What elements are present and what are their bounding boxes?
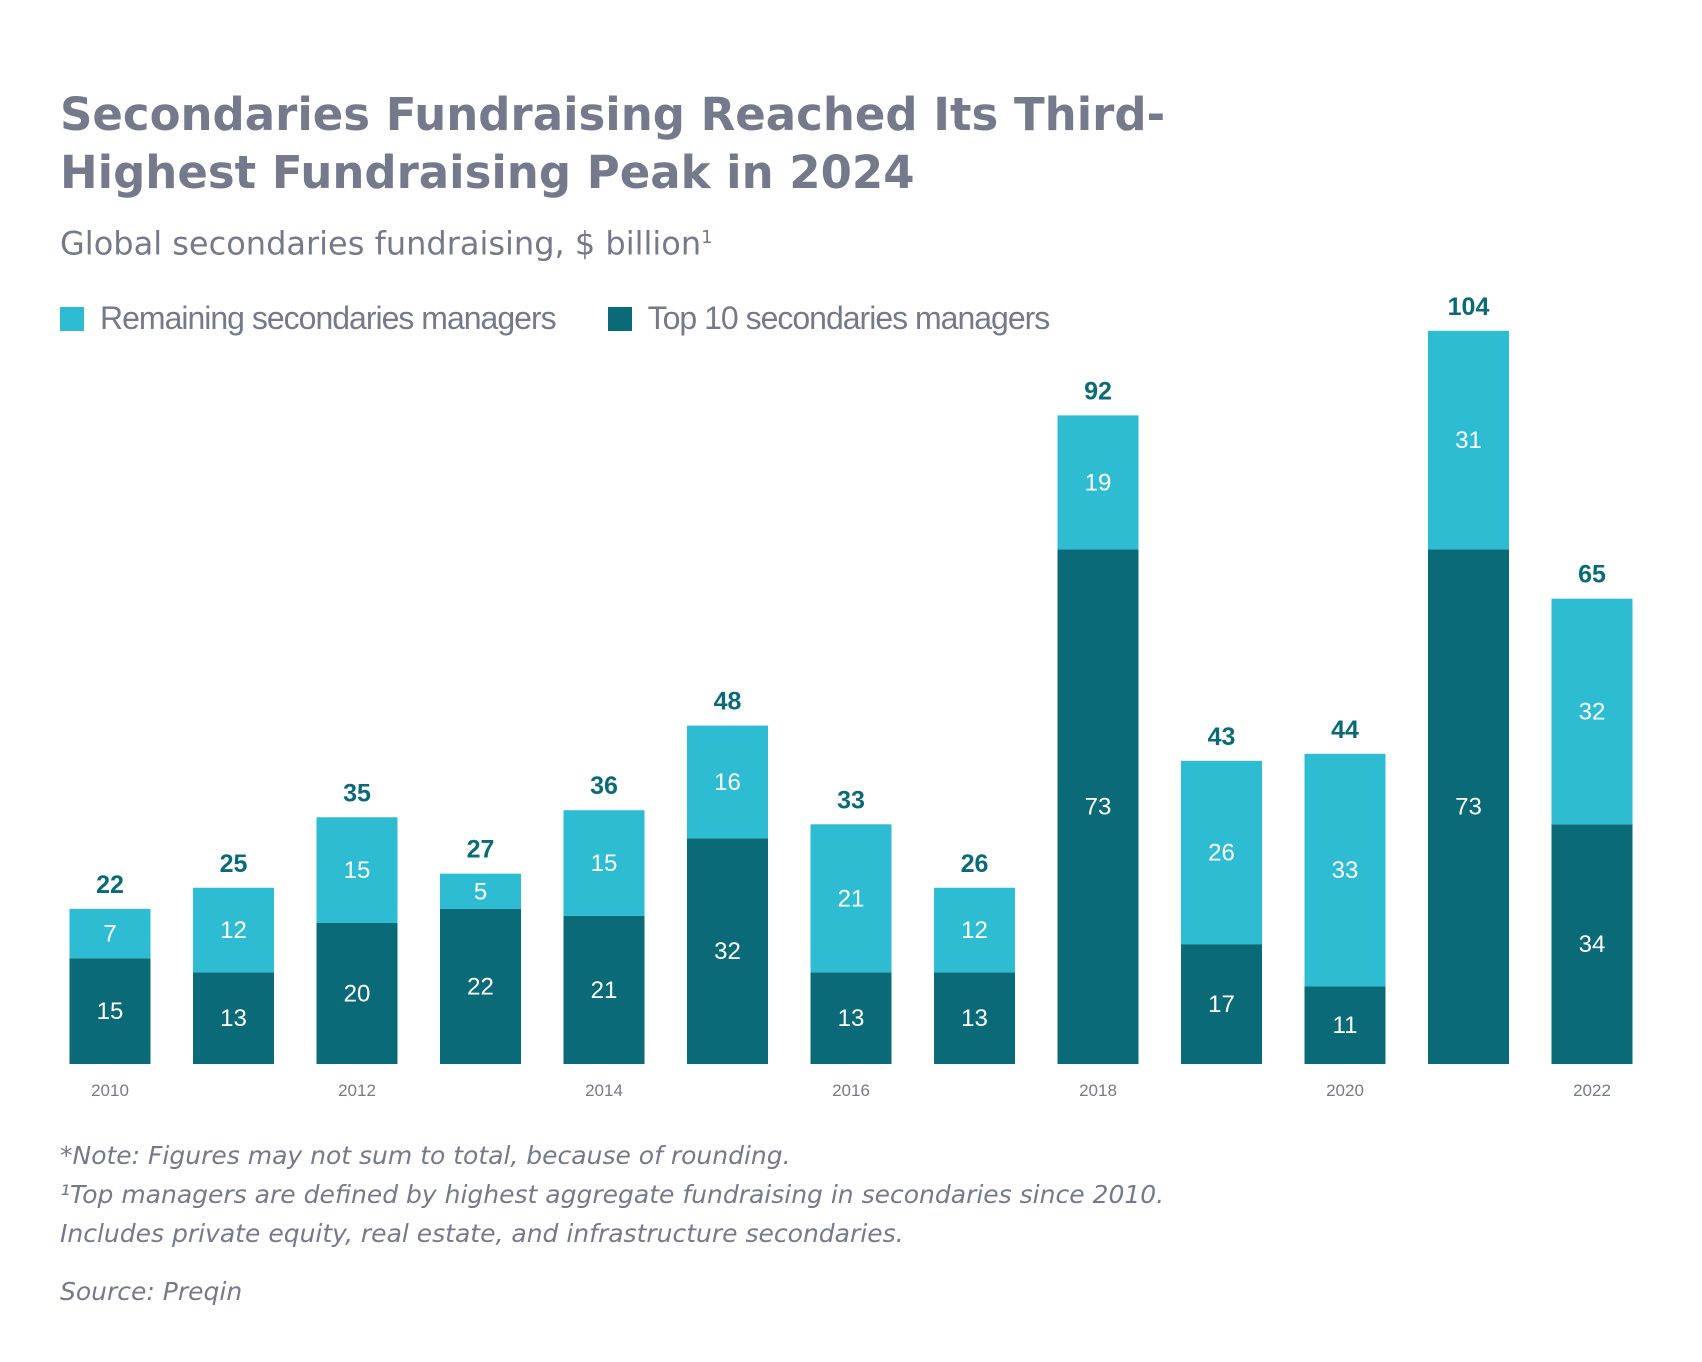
label-remaining-2019: 26	[1208, 840, 1235, 867]
label-remaining-2013: 5	[474, 878, 487, 905]
footnote-note: *Note: Figures may not sum to total, bec…	[60, 1141, 791, 1170]
label-total-2016: 33	[837, 786, 865, 814]
label-top10-2011: 13	[220, 1005, 247, 1032]
legend-label-top10: Top 10 secondaries managers	[647, 300, 1051, 336]
label-total-2010: 22	[96, 871, 124, 899]
bar-remaining-2011	[193, 887, 274, 973]
tick-label-2018: 2018	[1079, 1081, 1117, 1100]
chart-legend: Remaining secondaries managers Top 10 se…	[60, 300, 1101, 337]
bar-top10-2014	[563, 915, 645, 1064]
label-remaining-2015: 16	[714, 769, 741, 796]
label-top10-2019: 17	[1208, 991, 1235, 1018]
bar-top10-2019	[1181, 944, 1262, 1064]
label-remaining-2021: 31	[1455, 427, 1482, 454]
bar-top10-2022	[1551, 824, 1633, 1064]
label-total-2019: 43	[1208, 723, 1236, 751]
bar-top10-2021	[1428, 549, 1509, 1064]
footnote-line-1: ¹Top managers are defined by highest agg…	[60, 1180, 1165, 1209]
label-total-2020: 44	[1331, 716, 1359, 744]
label-remaining-2010: 7	[103, 921, 116, 948]
footnote-line-2: Includes private equity, real estate, an…	[60, 1219, 904, 1248]
tick-label-2020: 2020	[1326, 1081, 1364, 1100]
bar-remaining-2013	[440, 873, 521, 909]
legend-item-remaining: Remaining secondaries managers	[60, 300, 557, 337]
subtitle-text: Global secondaries fundraising, $ billio…	[60, 224, 702, 263]
tick-label-2022: 2022	[1573, 1081, 1611, 1100]
label-remaining-2012: 15	[344, 857, 371, 884]
source-note: Source: Preqin	[60, 1277, 243, 1306]
subtitle-footnote-mark: 1	[701, 227, 713, 248]
label-remaining-2016: 21	[838, 885, 865, 912]
bar-remaining-2022	[1551, 598, 1633, 825]
bar-top10-2010	[69, 958, 151, 1064]
bar-remaining-2021	[1428, 330, 1509, 550]
chart-subtitle: Global secondaries fundraising, $ billio…	[60, 218, 713, 264]
bar-top10-2015	[687, 838, 768, 1064]
label-total-2011: 25	[220, 850, 248, 878]
label-total-2021: 104	[1448, 293, 1490, 321]
label-remaining-2022: 32	[1579, 699, 1606, 726]
tick-label-2014: 2014	[585, 1081, 623, 1100]
bar-remaining-2018	[1057, 415, 1139, 550]
legend-label-remaining: Remaining secondaries managers	[100, 300, 557, 336]
label-remaining-2020: 33	[1332, 857, 1359, 884]
label-remaining-2011: 12	[220, 917, 247, 944]
bars-group: 15 7 22 13 12 25 20 15 35 22 5 27 21 15 36 32 16 48 13 21 33…	[69, 293, 1633, 1064]
label-total-2018: 92	[1084, 377, 1112, 405]
footnotes: *Note: Figures may not sum to total, bec…	[60, 1136, 1164, 1253]
label-top10-2020: 11	[1333, 1012, 1358, 1039]
bar-top10-2011	[193, 972, 274, 1064]
label-total-2014: 36	[590, 772, 618, 800]
legend-item-top10: Top 10 secondaries managers	[607, 300, 1051, 337]
bar-remaining-2010	[69, 908, 151, 959]
label-total-2013: 27	[467, 836, 495, 864]
label-top10-2014: 21	[591, 977, 618, 1004]
bar-remaining-2020	[1304, 753, 1386, 987]
x-axis-ticks: 2010 2012 2014 2016 2018 2020 2022	[91, 1081, 1611, 1100]
chart-title: Secondaries Fundraising Reached Its Thir…	[60, 88, 1166, 199]
bar-top10-2016	[810, 972, 892, 1064]
label-top10-2022: 34	[1579, 931, 1606, 958]
label-total-2017: 26	[961, 850, 989, 878]
bar-remaining-2019	[1181, 760, 1262, 945]
label-top10-2010: 15	[97, 998, 124, 1025]
bar-top10-2018	[1057, 549, 1139, 1064]
label-top10-2013: 22	[467, 973, 494, 1000]
label-total-2015: 48	[714, 688, 742, 716]
label-top10-2017: 13	[961, 1005, 988, 1032]
label-remaining-2018: 19	[1085, 469, 1112, 496]
tick-label-2010: 2010	[91, 1081, 129, 1100]
label-top10-2016: 13	[838, 1005, 865, 1032]
bar-remaining-2016	[810, 824, 892, 973]
label-remaining-2014: 15	[591, 850, 618, 877]
legend-swatch-remaining	[60, 306, 84, 331]
legend-swatch-top10	[607, 306, 632, 331]
label-top10-2021: 73	[1455, 794, 1482, 821]
bar-remaining-2017	[934, 887, 1015, 973]
bar-remaining-2015	[687, 725, 768, 839]
label-top10-2012: 20	[344, 981, 371, 1008]
bar-top10-2013	[440, 908, 521, 1064]
tick-label-2016: 2016	[832, 1081, 870, 1100]
bar-top10-2017	[934, 972, 1015, 1064]
label-total-2012: 35	[343, 779, 371, 807]
label-remaining-2017: 12	[961, 917, 988, 944]
bar-remaining-2012	[316, 817, 398, 923]
bar-top10-2012	[316, 923, 398, 1064]
label-top10-2018: 73	[1085, 794, 1112, 821]
bar-remaining-2014	[563, 810, 645, 916]
label-top10-2015: 32	[714, 938, 741, 965]
bar-top10-2020	[1304, 986, 1386, 1064]
tick-label-2012: 2012	[338, 1081, 376, 1100]
label-total-2022: 65	[1578, 561, 1606, 589]
